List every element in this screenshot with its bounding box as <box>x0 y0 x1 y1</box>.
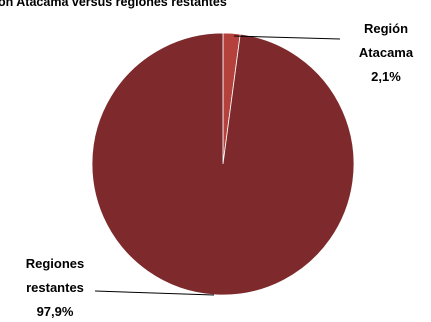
label-restantes-line1: Regiones <box>26 256 85 271</box>
label-atacama-value: 2,1% <box>371 69 401 84</box>
label-restantes-line2: restantes <box>26 280 84 295</box>
leader-line-restantes <box>94 290 215 296</box>
slice-labels: Región Atacama 2,1% Regiones restantes 9… <box>26 21 414 319</box>
label-atacama-line2: Atacama <box>359 45 414 60</box>
chart-title: ón Atacama versus regiones restantes <box>0 0 227 9</box>
pie-slice-1 <box>91 32 355 296</box>
label-atacama-line1: Región <box>364 21 408 36</box>
leader-line-atacama <box>233 35 341 40</box>
leader-lines <box>94 35 341 296</box>
pie-slices <box>91 32 355 296</box>
label-restantes-value: 97,9% <box>37 304 74 319</box>
